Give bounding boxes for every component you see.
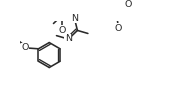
Text: N: N [71,14,78,23]
Text: N: N [65,34,72,43]
Text: O: O [22,43,29,52]
Text: O: O [114,24,122,33]
Text: O: O [125,0,132,9]
Text: O: O [59,26,66,35]
